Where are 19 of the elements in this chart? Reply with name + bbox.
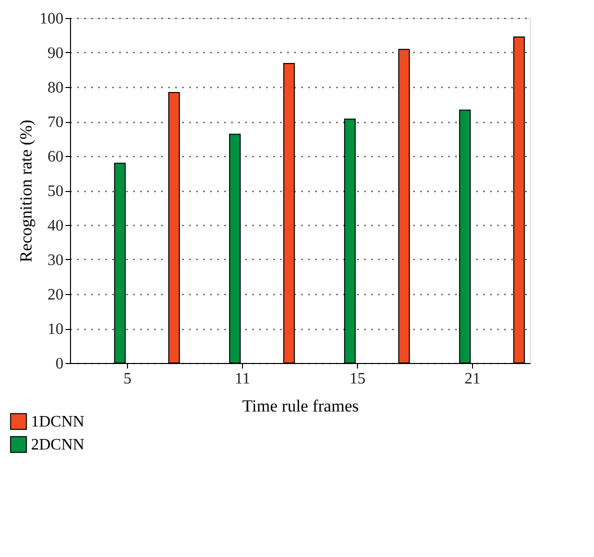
x-tick-label: 15 [350, 370, 366, 388]
y-tick-label: 10 [48, 321, 64, 338]
y-tick-label: 40 [48, 218, 64, 234]
y-tick-label: 60 [48, 148, 64, 166]
y-tick-label: 100 [40, 10, 64, 28]
legend-label: 2DCNN [31, 436, 85, 454]
y-tick-label: 80 [48, 80, 64, 96]
x-axis-title: Time rule frames [242, 396, 359, 416]
y-tick-label: 30 [48, 252, 64, 269]
x-tick-label: 21 [464, 370, 480, 388]
y-tick-label: 20 [48, 286, 64, 304]
legend-label: 1DCNN [31, 414, 85, 430]
y-tick-label: 0 [56, 356, 64, 372]
y-tick-label: 70 [48, 114, 64, 131]
y-axis-title: Recognition rate (%) [16, 120, 36, 262]
y-tick-label: 90 [48, 45, 64, 62]
x-tick-label: 11 [234, 370, 250, 388]
y-tick-label: 50 [48, 183, 64, 200]
x-tick-label: 5 [124, 370, 132, 388]
